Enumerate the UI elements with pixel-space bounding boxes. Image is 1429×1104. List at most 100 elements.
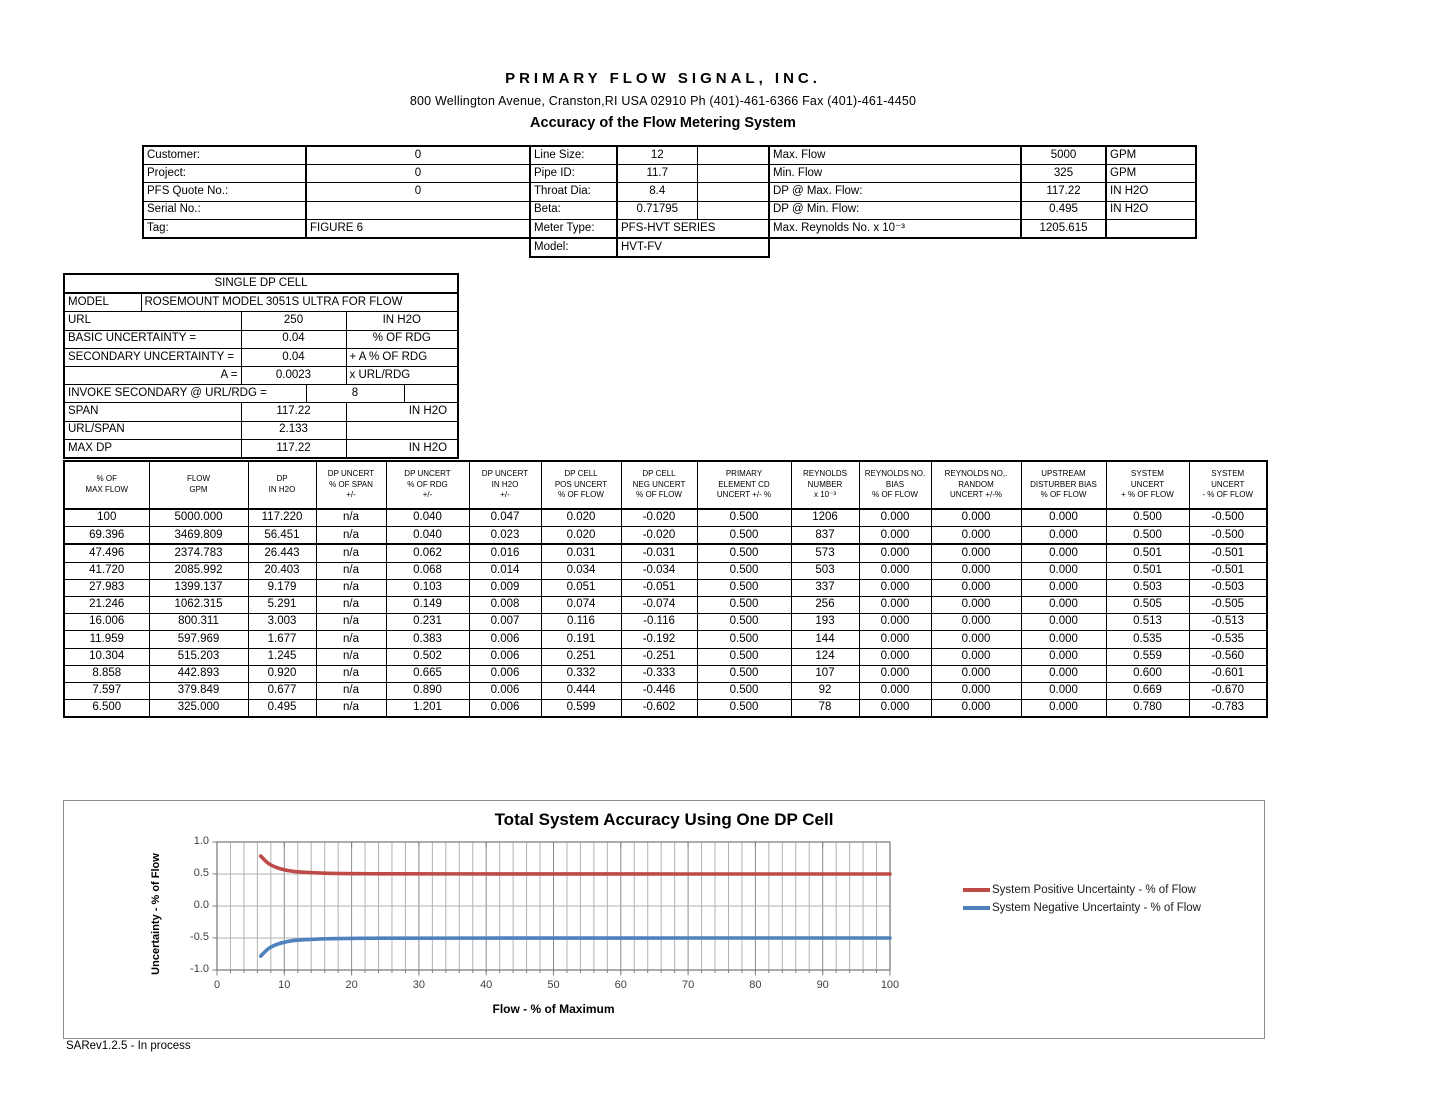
table-cell: n/a [315,630,387,649]
info-unit [1105,218,1197,239]
table-cell: 0.920 [247,664,317,683]
table-cell: 0.535 [1105,630,1190,649]
table-cell: 0.000 [930,543,1022,563]
y-tick-label: 1.0 [193,835,209,847]
table-cell: 0.149 [385,595,470,615]
legend-item-negative: System Negative Uncertainty - % of Flow [963,899,1201,917]
company-name: PRIMARY FLOW SIGNAL, INC. [505,70,821,87]
meter-info-table: Line Size: 12 Pipe ID: 11.7 Throat Dia: 8.4… [529,145,770,259]
table-column-header: % OF MAX FLOW [63,460,150,510]
dp-cell-unit: IN H2O [345,438,459,459]
table-cell: 0.116 [540,613,622,632]
table-cell: 0.051 [540,578,622,597]
table-column-header: DP UNCERT IN H2O +/- [468,460,542,510]
dp-cell-label: A = [63,365,242,386]
table-cell: 0.000 [930,561,1022,580]
table-cell: 1062.315 [148,595,249,615]
table-cell: 47.496 [63,543,150,563]
info-value: 0 [305,145,531,166]
table-row: 16.006 800.311 3.003 n/a 0.231 0.007 0.116 -0.1… [63,613,1268,632]
table-cell: n/a [315,699,387,718]
table-cell: 2085.992 [148,561,249,580]
dp-cell-table: SINGLE DP CELL MODEL ROSEMOUNT MODEL 3051… [63,273,460,459]
dp-cell-value: 0.04 [240,347,347,367]
info-value: 117.22 [1020,182,1107,202]
table-cell: 0.000 [1020,578,1107,597]
table-row: 7.597 379.849 0.677 n/a 0.890 0.006 0.444 -0.44… [63,681,1268,701]
table-cell: 325.000 [148,699,249,718]
table-cell: 0.000 [858,526,932,546]
table-cell: 0.000 [1020,561,1107,580]
table-column-header: DP UNCERT% OF SPAN +/- [315,460,387,510]
table-cell: 0.103 [385,578,470,597]
table-cell: 0.007 [468,613,542,632]
table-cell: n/a [315,613,387,632]
dp-cell-label: URL [63,311,242,331]
info-value: 11.7 [616,164,698,184]
info-label: Project: [142,164,307,184]
info-value: 325 [1020,164,1107,184]
table-row: 6.500 325.000 0.495 n/a 1.201 0.006 0.599 -0.60… [63,699,1268,718]
table-cell: 0.444 [540,681,622,701]
accuracy-chart: Total System Accuracy Using One DP Cell … [63,800,1265,1039]
dp-cell-label: URL/SPAN [63,420,242,440]
dp-cell-unit: x URL/RDG [345,365,459,386]
footer-version-text: SARev1.2.5 - In process [66,1040,191,1052]
table-cell: 0.495 [247,699,317,718]
table-cell: 0.000 [858,699,932,718]
table-header-row: % OF MAX FLOW FLOW GPM DP IN H2O DP UNCERT% OF… [63,460,1268,510]
system-uncertainty-table: % OF MAX FLOW FLOW GPM DP IN H2O DP UNCERT% OF… [63,460,1268,719]
info-value: 5000 [1020,145,1107,166]
table-row: 27.983 1399.137 9.179 n/a 0.103 0.009 0.051 -0.… [63,578,1268,597]
table-cell: 0.000 [1020,630,1107,649]
table-cell: 0.008 [468,595,542,615]
table-cell: 0.000 [930,578,1022,597]
table-cell: 0.000 [858,630,932,649]
table-cell: n/a [315,578,387,597]
table-cell: 0.074 [540,595,622,615]
table-cell: 0.000 [930,681,1022,701]
info-label: Tag: [142,218,307,239]
table-cell: -0.034 [620,561,698,580]
table-cell: 0.500 [696,630,792,649]
table-cell: 0.000 [930,647,1022,666]
table-column-header: SYSTEM UNCERT + % OF FLOW [1105,460,1190,510]
table-cell: n/a [315,543,387,563]
table-cell: -0.051 [620,578,698,597]
table-cell: 26.443 [247,543,317,563]
table-cell: 2374.783 [148,543,249,563]
table-cell: 1.201 [385,699,470,718]
table-cell: 0.000 [858,647,932,666]
table-cell: -0.192 [620,630,698,649]
table-cell: 69.396 [63,526,150,546]
series-line [258,936,892,958]
table-cell: 0.500 [696,508,792,528]
dp-cell-value: 250 [240,311,347,331]
table-cell: 0.016 [468,543,542,563]
table-row: 69.396 3469.809 56.451 n/a 0.040 0.023 0.020 -0… [63,526,1268,546]
table-body: 100 5000.000 117.220 n/a 0.040 0.047 0.020 -0.0… [63,508,1268,718]
table-cell: 78 [790,699,860,718]
table-cell: 0.383 [385,630,470,649]
table-cell: 16.006 [63,613,150,632]
table-column-header: DP IN H2O [247,460,317,510]
dp-cell-unit: + A % OF RDG [345,347,459,367]
table-cell: 0.047 [468,508,542,528]
table-cell: 20.403 [247,561,317,580]
info-value: HVT-FV [616,236,770,258]
table-cell: 837 [790,526,860,546]
table-cell: -0.560 [1188,647,1268,666]
table-cell: 0.000 [1020,543,1107,563]
table-cell: n/a [315,664,387,683]
dp-cell-value: 0.0023 [240,365,347,386]
dp-cell-label: SPAN [63,402,242,422]
table-cell: -0.501 [1188,543,1268,563]
table-column-header: SYSTEM UNCERT - % OF FLOW [1188,460,1268,510]
table-cell: 0.505 [1105,595,1190,615]
company-address: 800 Wellington Avenue, Cranston,RI USA 0… [409,94,917,108]
table-column-header: PRIMARY ELEMENT CD UNCERT +/- % [696,460,792,510]
table-cell: 3.003 [247,613,317,632]
table-cell: -0.783 [1188,699,1268,718]
info-value: 12 [616,145,698,166]
table-cell: 573 [790,543,860,563]
